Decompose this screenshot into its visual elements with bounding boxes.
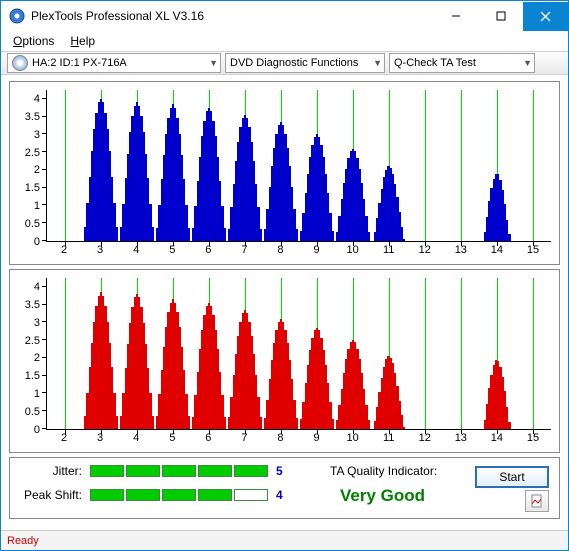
test-select-value: Q-Check TA Test (394, 57, 476, 69)
export-button[interactable] (525, 490, 549, 512)
disc-icon (12, 55, 28, 71)
statusbar: Ready (1, 530, 568, 550)
peakshift-row: Peak Shift: 4 (18, 488, 290, 502)
toolbar: HA:2 ID:1 PX-716A ▼ DVD Diagnostic Funct… (1, 51, 568, 75)
function-select[interactable]: DVD Diagnostic Functions ▼ (225, 53, 385, 73)
status-text: Ready (7, 535, 39, 547)
chevron-down-icon: ▼ (373, 58, 382, 68)
function-select-value: DVD Diagnostic Functions (230, 57, 358, 69)
metrics: Jitter: 5 Peak Shift: 4 (18, 464, 290, 512)
window-title: PlexTools Professional XL V3.16 (31, 9, 433, 23)
summary-panel: Jitter: 5 Peak Shift: 4 TA Quality Indic… (9, 457, 560, 519)
menu-help-rest: elp (79, 34, 95, 48)
minimize-button[interactable] (433, 2, 478, 31)
start-button[interactable]: Start (475, 466, 549, 488)
close-button[interactable] (523, 2, 568, 31)
app-icon (9, 8, 25, 24)
chevron-down-icon: ▼ (209, 58, 218, 68)
ta-label: TA Quality Indicator: (330, 464, 437, 478)
menu-options-rest: ptions (22, 34, 54, 48)
jitter-label: Jitter: (18, 464, 82, 478)
jitter-bars (90, 465, 268, 477)
ta-value: Very Good (340, 486, 425, 506)
menu-options[interactable]: Options (7, 33, 60, 49)
chevron-down-icon: ▼ (523, 58, 532, 68)
test-select[interactable]: Q-Check TA Test ▼ (389, 53, 535, 73)
maximize-button[interactable] (478, 2, 523, 31)
chart-bottom: 00.511.522.533.54 23456789101112131415 (9, 269, 560, 453)
menu-help[interactable]: Help (64, 33, 101, 49)
chart-top: 00.511.522.533.54 23456789101112131415 (9, 81, 560, 265)
document-icon (530, 494, 544, 508)
titlebar: PlexTools Professional XL V3.16 (1, 1, 568, 31)
drive-select-value: HA:2 ID:1 PX-716A (32, 57, 127, 69)
jitter-value: 5 (276, 464, 290, 478)
content-area: 00.511.522.533.54 23456789101112131415 0… (1, 75, 568, 530)
menubar: Options Help (1, 31, 568, 51)
peakshift-bars (90, 489, 268, 501)
peakshift-label: Peak Shift: (18, 488, 82, 502)
peakshift-value: 4 (276, 488, 290, 502)
drive-select[interactable]: HA:2 ID:1 PX-716A ▼ (7, 53, 221, 73)
jitter-row: Jitter: 5 (18, 464, 290, 478)
